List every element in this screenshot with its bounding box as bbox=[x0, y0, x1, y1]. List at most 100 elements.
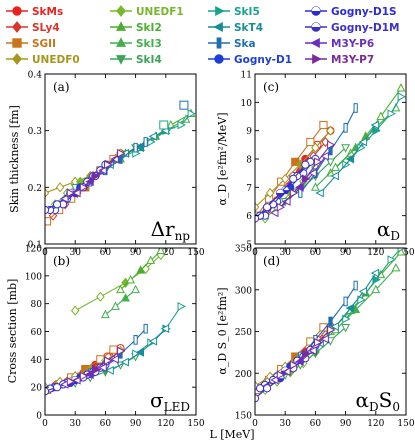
legend-label: UNEDF0 bbox=[32, 54, 80, 66]
data-point bbox=[301, 160, 310, 169]
data-point bbox=[353, 280, 358, 291]
legend-entry: SkI4 bbox=[110, 54, 162, 66]
series-group bbox=[255, 83, 406, 224]
legend-marker bbox=[213, 21, 223, 33]
data-point bbox=[320, 334, 329, 344]
data-point bbox=[136, 265, 146, 274]
legend-entry: SkI5 bbox=[208, 5, 260, 18]
legend-label: SkI2 bbox=[136, 22, 162, 34]
legend-marker bbox=[214, 54, 224, 64]
y-tick-label: 200 bbox=[235, 370, 252, 380]
x-tick-label: 60 bbox=[310, 419, 322, 429]
data-point bbox=[66, 377, 76, 387]
data-point bbox=[60, 194, 69, 204]
x-tick-label: 30 bbox=[69, 248, 81, 258]
legend-entry: M3Y-P7 bbox=[305, 53, 374, 66]
data-point bbox=[104, 356, 113, 366]
data-point bbox=[370, 268, 380, 278]
legend-marker bbox=[12, 21, 22, 33]
data-point bbox=[52, 200, 62, 209]
data-point bbox=[179, 100, 189, 110]
x-tick-label: 30 bbox=[279, 419, 291, 429]
y-tick-label: 120 bbox=[25, 245, 42, 255]
series-line bbox=[330, 87, 402, 174]
data-point bbox=[148, 131, 158, 141]
data-point bbox=[331, 162, 340, 171]
legend-label: M3Y-P7 bbox=[331, 54, 374, 66]
data-point bbox=[319, 120, 328, 130]
panel-d: 0 30 60 90 120 150 150 200 250 300 350 α_D S_0 [e²f… bbox=[216, 245, 415, 430]
x-tick-label: 30 bbox=[279, 248, 291, 258]
x-tick-label: 60 bbox=[100, 248, 112, 258]
y-tick-label: 60 bbox=[31, 328, 43, 338]
legend-marker bbox=[312, 53, 322, 65]
data-point bbox=[55, 182, 65, 193]
data-point bbox=[308, 168, 317, 178]
data-point bbox=[111, 301, 120, 310]
data-point bbox=[280, 173, 290, 184]
legend-label: SkI5 bbox=[234, 6, 260, 18]
panel-label: (b) bbox=[53, 254, 70, 268]
data-point bbox=[289, 174, 298, 183]
x-tick-label: 60 bbox=[100, 419, 112, 429]
y-tick-label: 9 bbox=[246, 127, 252, 137]
data-point bbox=[156, 248, 166, 255]
legend-label: Gogny-D1M bbox=[331, 22, 400, 34]
data-point bbox=[315, 188, 324, 198]
legend-entry: Gogny-D1 bbox=[208, 54, 292, 66]
y-tick-label: 80 bbox=[31, 300, 43, 310]
x-tick-label: 150 bbox=[187, 419, 204, 429]
y-tick-label: 300 bbox=[235, 286, 252, 296]
x-tick-label: 120 bbox=[367, 248, 384, 258]
data-point bbox=[341, 323, 351, 333]
data-point bbox=[328, 316, 333, 327]
data-point bbox=[353, 103, 358, 113]
data-point bbox=[96, 291, 105, 302]
legend-marker bbox=[115, 55, 127, 65]
data-point bbox=[330, 322, 339, 331]
legend-entry: M3Y-P6 bbox=[305, 37, 374, 50]
data-point bbox=[314, 157, 323, 167]
legend-marker bbox=[115, 21, 127, 31]
data-point bbox=[306, 137, 315, 147]
data-point bbox=[91, 171, 101, 181]
legend-label: SkI3 bbox=[136, 38, 162, 50]
legend-label: SLy4 bbox=[32, 22, 60, 34]
data-point bbox=[343, 123, 348, 133]
data-point bbox=[177, 120, 186, 130]
data-point bbox=[342, 314, 351, 324]
legend-label: Gogny-D1 bbox=[234, 54, 292, 66]
data-point bbox=[109, 345, 118, 354]
data-point bbox=[91, 364, 101, 374]
y-tick-label: 350 bbox=[235, 245, 252, 255]
data-point bbox=[177, 302, 186, 311]
legend-marker-half bbox=[311, 6, 321, 11]
data-point bbox=[133, 335, 138, 345]
y-axis-label: α_D [e²fm²/MeV] bbox=[216, 112, 229, 205]
data-point bbox=[117, 148, 126, 158]
legend-label: Ska bbox=[234, 38, 256, 50]
data-point bbox=[262, 384, 272, 393]
legend-entry: SGII bbox=[6, 38, 56, 50]
x-tick-label: 30 bbox=[69, 419, 81, 429]
data-point bbox=[116, 284, 125, 294]
data-point-half bbox=[276, 189, 284, 193]
data-point bbox=[79, 182, 89, 192]
y-tick-label: 250 bbox=[235, 328, 252, 338]
data-point bbox=[265, 187, 275, 199]
data-point bbox=[345, 154, 355, 164]
y-tick-label: 0.2 bbox=[28, 184, 42, 194]
legend-marker bbox=[216, 37, 222, 49]
legend-entry: Gogny-D1S bbox=[305, 6, 397, 18]
data-point bbox=[301, 174, 311, 184]
legend-label: UNEDF1 bbox=[136, 6, 184, 18]
series-line bbox=[105, 289, 136, 316]
data-point bbox=[126, 274, 135, 284]
x-tick-label: 90 bbox=[130, 419, 142, 429]
data-point bbox=[397, 92, 406, 102]
series-group bbox=[255, 248, 406, 403]
legend-label: M3Y-P6 bbox=[331, 38, 374, 50]
y-tick-label: 100 bbox=[25, 272, 42, 282]
